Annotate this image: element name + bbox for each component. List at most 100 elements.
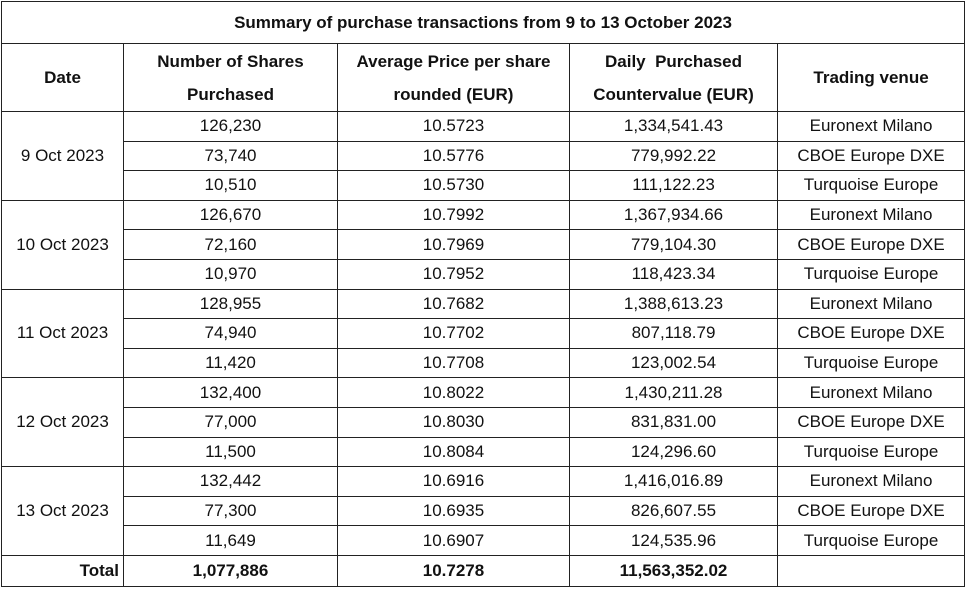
value-cell: 1,430,211.28 [569,377,778,408]
header-value-line1: Daily Purchased [604,51,742,71]
table-row: 11 Oct 2023 128,955 10.7682 1,388,613.23 Eur… [1,288,966,379]
date-cell: 10 Oct 2023 [1,199,124,290]
header-shares: Number of Shares Purchased [123,43,338,112]
shares-cell: 11,500 [123,436,338,468]
total-row: Total 1,077,886 10.7278 11,563,352.02 [1,554,966,587]
date-cell: 11 Oct 2023 [1,288,124,379]
price-cell: 10.8084 [337,436,570,468]
shares-cell: 77,300 [123,495,338,527]
table-row: 11,649 10.6907 124,535.96 Turquoise Europe [2,525,966,556]
table-row: 13 Oct 2023 132,442 10.6916 1,416,016.89 Eur… [1,466,966,556]
table-row: 10,510 10.5730 111,122.23 Turquoise Europe [2,170,966,201]
price-cell: 10.6935 [337,495,570,527]
value-cell: 123,002.54 [569,347,778,379]
value-cell: 1,416,016.89 [569,466,778,497]
date-cell: 9 Oct 2023 [1,111,124,201]
shares-cell: 77,000 [123,406,338,438]
header-shares-line2: Purchased [187,84,274,104]
value-cell: 111,122.23 [569,170,778,201]
header-price-line1: Average Price per share [356,51,551,71]
venue-cell: Turquoise Europe [776,258,966,290]
venue-cell: Turquoise Europe [776,347,966,379]
venue-cell: CBOE Europe DXE [776,495,966,527]
table-row: 74,940 10.7702 807,118.79 CBOE Europe DXE [2,318,966,349]
venue-cell: Euronext Milano [776,466,966,497]
shares-cell: 74,940 [123,318,338,349]
shares-cell: 72,160 [123,229,338,260]
price-cell: 10.8030 [337,406,570,438]
shares-cell: 126,670 [123,199,338,231]
venue-cell: CBOE Europe DXE [776,140,966,172]
venue-cell: Turquoise Europe [776,170,966,201]
table-row: 77,000 10.8030 831,831.00 CBOE Europe DXE [2,406,966,438]
total-venue [776,554,966,587]
venue-cell: Euronext Milano [776,288,966,320]
venue-cell: Euronext Milano [776,111,966,142]
value-cell: 1,367,934.66 [569,199,778,231]
venue-cell: CBOE Europe DXE [776,318,966,349]
date-cell: 12 Oct 2023 [1,377,124,468]
total-value: 11,563,352.02 [569,554,778,587]
venue-cell: CBOE Europe DXE [776,406,966,438]
venue-cell: CBOE Europe DXE [776,229,966,260]
total-price: 10.7278 [337,554,570,587]
value-cell: 118,423.34 [569,258,778,290]
shares-cell: 132,442 [123,466,338,497]
venue-cell: Euronext Milano [776,199,966,231]
value-cell: 124,535.96 [569,525,778,556]
price-cell: 10.7708 [337,347,570,379]
shares-cell: 11,420 [123,347,338,379]
header-price-line2: rounded (EUR) [393,84,514,104]
table-row: 11,500 10.8084 124,296.60 Turquoise Europe [2,436,966,468]
price-cell: 10.6916 [337,466,570,497]
table-row: 73,740 10.5776 779,992.22 CBOE Europe DXE [2,140,966,172]
header-value-line2: Countervalue (EUR) [593,84,754,104]
price-cell: 10.7969 [337,229,570,260]
header-price: Average Price per share rounded (EUR) [337,43,570,112]
price-cell: 10.7682 [337,288,570,320]
price-cell: 10.7992 [337,199,570,231]
date-cell: 13 Oct 2023 [1,466,124,556]
shares-cell: 11,649 [123,525,338,556]
venue-cell: Euronext Milano [776,377,966,408]
table-row: 72,160 10.7969 779,104.30 CBOE Europe DXE [2,229,966,260]
total-shares: 1,077,886 [123,554,338,587]
shares-cell: 128,955 [123,288,338,320]
total-label: Total [1,554,124,587]
shares-cell: 132,400 [123,377,338,408]
price-cell: 10.7702 [337,318,570,349]
value-cell: 779,104.30 [569,229,778,260]
header-date: Date [1,43,124,112]
value-cell: 779,992.22 [569,140,778,172]
price-cell: 10.6907 [337,525,570,556]
value-cell: 831,831.00 [569,406,778,438]
header-venue: Trading venue [776,43,966,112]
shares-cell: 126,230 [123,111,338,142]
price-cell: 10.5730 [337,170,570,201]
table-row: 10 Oct 2023 126,670 10.7992 1,367,934.66 Eur… [1,199,966,290]
table-body: 9 Oct 2023 126,230 10.5723 1,334,541.43 Euro… [1,111,966,556]
price-cell: 10.5776 [337,140,570,172]
value-cell: 1,388,613.23 [569,288,778,320]
table-row: 10,970 10.7952 118,423.34 Turquoise Europe [2,258,966,290]
table-row: 11,420 10.7708 123,002.54 Turquoise Europe [2,347,966,379]
table-row: 77,300 10.6935 826,607.55 CBOE Europe DXE [2,495,966,527]
header-value: Daily Purchased Countervalue (EUR) [569,43,778,112]
price-cell: 10.8022 [337,377,570,408]
table-title: Summary of purchase transactions from 9 … [0,1,966,44]
table-row: 12 Oct 2023 132,400 10.8022 1,430,211.28 Eur… [1,377,966,468]
value-cell: 1,334,541.43 [569,111,778,142]
venue-cell: Turquoise Europe [776,436,966,468]
venue-cell: Turquoise Europe [776,525,966,556]
value-cell: 807,118.79 [569,318,778,349]
shares-cell: 10,970 [123,258,338,290]
shares-cell: 73,740 [123,140,338,172]
header-shares-line1: Number of Shares [157,51,304,71]
shares-cell: 10,510 [123,170,338,201]
value-cell: 124,296.60 [569,436,778,468]
table-row: 9 Oct 2023 126,230 10.5723 1,334,541.43 Euro… [1,111,966,201]
price-cell: 10.5723 [337,111,570,142]
value-cell: 826,607.55 [569,495,778,527]
price-cell: 10.7952 [337,258,570,290]
